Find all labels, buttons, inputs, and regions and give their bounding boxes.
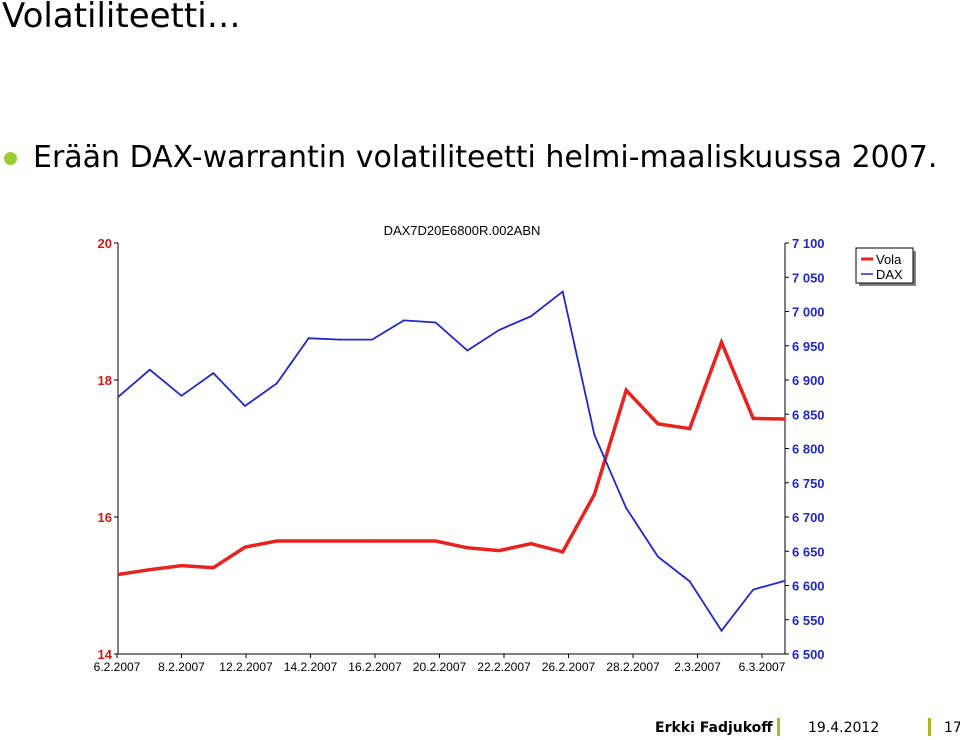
data-point-vola (117, 573, 119, 576)
y-right-tick-label: 6 500 (792, 647, 825, 662)
y-right-tick-label: 6 600 (792, 579, 825, 594)
bullet-dot-icon (4, 151, 17, 165)
y-right-tick-label: 6 700 (792, 510, 825, 525)
data-point-dax (720, 629, 723, 632)
data-point-vola (720, 341, 723, 344)
data-point-dax (403, 319, 405, 322)
data-point-dax (371, 338, 373, 341)
data-point-vola (148, 568, 151, 571)
data-point-dax (117, 396, 119, 398)
y-right-tick-label: 6 850 (792, 407, 825, 422)
y-right-tick-label: 6 900 (792, 373, 825, 388)
data-point-dax (276, 382, 278, 385)
data-point-vola (434, 540, 437, 542)
volatility-chart: DAX7D20E6800R.002ABN 14 16 18 20 6 500 6 550 6… (94, 223, 916, 674)
y-right-tick-label: 6 800 (792, 442, 825, 457)
data-point-vola (212, 566, 215, 569)
data-point-dax (657, 555, 659, 558)
data-point-dax (530, 315, 532, 318)
bullet-text: Erään DAX-warrantin volatiliteetti helmi… (33, 140, 938, 175)
y-left-tick-label: 20 (98, 236, 112, 251)
chart-axes: 14 16 18 20 6 500 6 550 6 600 6 650 6 700 6 750 6 … (94, 236, 825, 674)
data-point-vola (244, 546, 246, 548)
data-point-vola (466, 547, 469, 549)
y-left-tick-label: 14 (98, 647, 113, 662)
x-tick-label: 2.3.2007 (674, 660, 721, 674)
x-tick-label: 20.2.2007 (413, 660, 467, 674)
x-tick-label: 22.2.2007 (477, 660, 531, 674)
footer-author: Erkki Fadjukoff (655, 720, 773, 736)
data-point-vola (784, 418, 786, 420)
data-point-vola (593, 493, 596, 496)
x-tick-label: 8.2.2007 (158, 660, 205, 674)
data-point-vola (339, 540, 342, 542)
data-point-dax (339, 338, 342, 341)
series-layer (117, 290, 786, 633)
data-point-vola (561, 551, 564, 553)
data-point-dax (498, 329, 500, 331)
data-point-dax (625, 507, 627, 509)
data-point-vola (403, 540, 405, 542)
slide-title: Volatiliteetti… (2, 0, 241, 36)
y-right-tick-label: 6 750 (792, 476, 825, 491)
data-point-dax (244, 405, 246, 407)
data-point-vola (371, 540, 373, 542)
bullet-item: Erään DAX-warrantin volatiliteetti helmi… (4, 140, 937, 176)
legend-label-vola: Vola (876, 252, 902, 267)
y-right-tick-label: 6 950 (792, 339, 825, 354)
data-point-dax (688, 580, 691, 583)
footer-page-number: 17 (944, 720, 960, 736)
y-right-tick-label: 7 100 (792, 236, 825, 251)
legend-label-dax: DAX (876, 267, 903, 282)
plot-background (118, 243, 785, 654)
data-point-dax (307, 337, 310, 340)
data-point-dax (148, 368, 151, 371)
data-point-dax (784, 579, 786, 582)
y-left-tick-label: 16 (98, 510, 112, 525)
data-point-dax (466, 349, 469, 352)
data-point-vola (752, 417, 755, 420)
data-point-dax (180, 394, 183, 397)
legend-box (855, 247, 914, 284)
x-tick-label: 6.3.2007 (739, 660, 786, 674)
x-tick-label: 28.2.2007 (606, 660, 660, 674)
data-point-vola (276, 540, 278, 542)
data-point-vola (657, 423, 659, 425)
data-point-vola (498, 549, 500, 552)
x-tick-label: 6.2.2007 (94, 660, 141, 674)
footer-separator (777, 718, 780, 736)
y-right-tick-label: 7 000 (792, 305, 825, 320)
footer-date: 19.4.2012 (808, 720, 880, 736)
series-line-vola (117, 337, 786, 577)
data-point-dax (752, 588, 755, 591)
footer-separator (928, 718, 931, 736)
data-point-vola (180, 564, 183, 567)
data-point-vola (625, 389, 627, 392)
data-point-vola (530, 542, 532, 545)
x-tick-label: 12.2.2007 (219, 660, 273, 674)
data-point-dax (212, 372, 215, 374)
data-point-dax (593, 434, 596, 436)
y-right-tick-label: 6 550 (792, 613, 825, 628)
y-right-tick-label: 7 050 (792, 270, 825, 285)
data-point-dax (561, 290, 564, 293)
data-point-vola (307, 540, 310, 542)
y-left-tick-label: 18 (98, 373, 112, 388)
footer: Erkki Fadjukoff 19.4.2012 17 (0, 718, 960, 740)
x-tick-label: 16.2.2007 (348, 660, 402, 674)
x-tick-label: 14.2.2007 (284, 660, 338, 674)
chart-title: DAX7D20E6800R.002ABN (384, 223, 541, 238)
y-right-tick-label: 6 650 (792, 544, 825, 559)
series-line-dax (117, 290, 786, 633)
data-point-vola (688, 427, 691, 430)
data-point-dax (434, 321, 437, 324)
x-tick-label: 26.2.2007 (542, 660, 596, 674)
